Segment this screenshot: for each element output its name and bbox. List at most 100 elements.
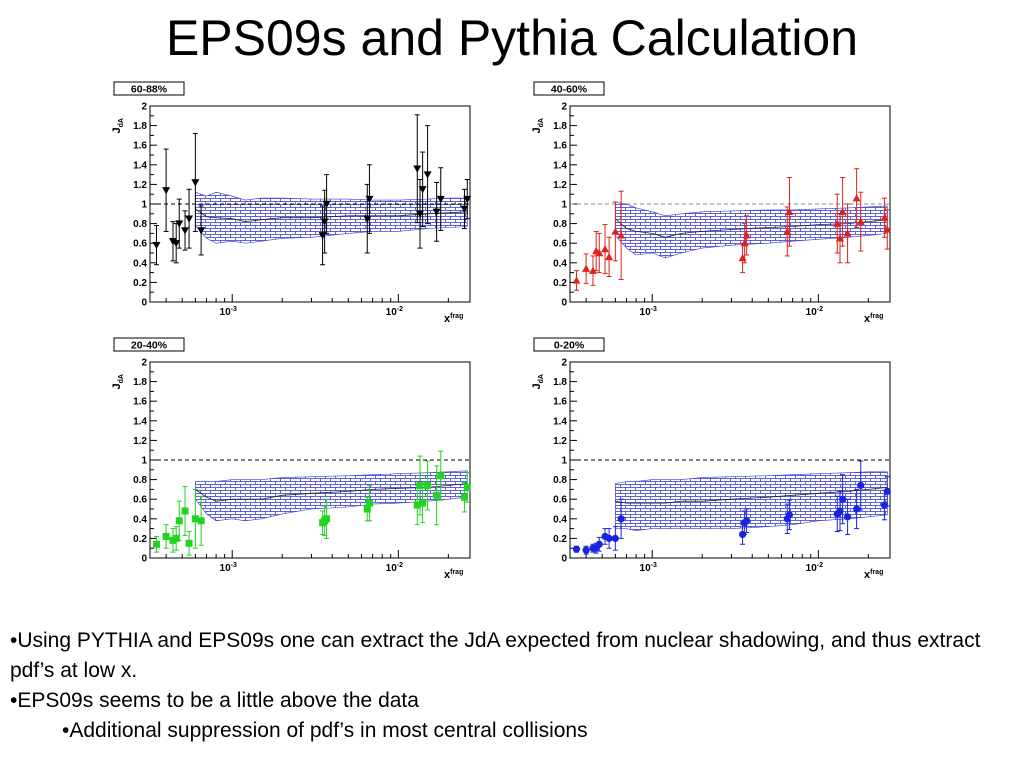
marker	[322, 200, 331, 208]
marker	[785, 511, 794, 519]
data-point	[322, 174, 331, 234]
y-tick-label: 1.4	[553, 416, 567, 427]
y-tick-label: 0.2	[133, 534, 147, 545]
data-point	[738, 242, 747, 274]
marker	[172, 534, 180, 542]
data-point	[181, 485, 189, 536]
marker	[617, 231, 626, 239]
marker	[880, 501, 889, 509]
data-point	[197, 205, 206, 256]
data-point	[617, 498, 625, 539]
marker	[857, 481, 865, 490]
data-point	[191, 132, 200, 232]
data-point	[463, 472, 471, 503]
y-tick-label: 0.6	[133, 495, 147, 506]
centrality-label: 0-20%	[533, 337, 605, 352]
marker	[415, 210, 424, 218]
y-tick-label: 0.4	[133, 258, 147, 269]
marker	[191, 515, 199, 523]
data-point	[185, 188, 194, 249]
marker	[838, 207, 847, 216]
y-tick-label: 0.6	[133, 239, 147, 250]
y-tick-label: 0.2	[133, 278, 147, 289]
y-tick-label: 1.2	[553, 436, 567, 447]
y-tick-label: 1.2	[553, 180, 567, 191]
marker	[605, 534, 613, 542]
marker	[853, 505, 861, 513]
marker	[433, 491, 441, 499]
marker	[843, 513, 852, 521]
marker	[162, 532, 170, 540]
data-point	[572, 270, 581, 291]
marker	[416, 481, 424, 489]
data-point	[175, 198, 184, 249]
y-tick-label: 1.8	[133, 121, 147, 132]
y-tick-label: 0	[141, 298, 147, 309]
marker	[611, 227, 620, 235]
data-point	[852, 168, 861, 229]
x-tick-label: 10-2	[806, 562, 823, 574]
y-tick-label: 0.6	[553, 495, 567, 506]
data-point	[582, 545, 590, 555]
marker	[191, 179, 200, 187]
data-point	[460, 188, 469, 229]
x-tick-label: 10-3	[640, 562, 657, 574]
data-point	[856, 191, 865, 252]
y-tick-label: 1.2	[133, 436, 147, 447]
data-point	[838, 177, 847, 247]
marker	[175, 220, 184, 228]
data-point	[595, 536, 603, 552]
y-tick-label: 0.8	[133, 475, 147, 486]
y-tick-label: 1.2	[133, 180, 147, 191]
marker	[185, 539, 193, 547]
eps09s-band	[615, 471, 888, 531]
data-point	[197, 495, 205, 546]
data-point	[191, 488, 199, 549]
data-point	[415, 179, 424, 249]
data-point	[843, 498, 852, 535]
y-tick-label: 1.8	[553, 121, 567, 132]
marker	[835, 234, 844, 242]
y-tick-label: 2	[141, 358, 147, 369]
marker	[883, 487, 891, 495]
data-point	[611, 526, 619, 551]
marker	[418, 186, 427, 194]
marker	[419, 499, 427, 507]
marker	[197, 227, 206, 235]
y-tick-label: 2	[561, 102, 567, 113]
data-point	[857, 460, 865, 511]
x-axis-title: xfrag	[864, 569, 883, 581]
chart-panel-60-88: 60-88% 0 0.2 0.4 0.6 0.8 1 1.2 1.4 1.6 1.8 2 10-3 10-…	[111, 81, 472, 325]
marker	[743, 517, 751, 525]
y-tick-label: 2	[141, 102, 147, 113]
marker	[152, 241, 161, 250]
chart-panel-0-20: 0-20% 0 0.2 0.4 0.6 0.8 1 1.2 1.4 1.6 1.8 2 10-3 10-2…	[531, 337, 891, 581]
bullet-item: •Using PYTHIA and EPS09s one can extract…	[10, 629, 981, 682]
marker	[175, 517, 183, 525]
y-tick-label: 1.6	[553, 397, 567, 408]
y-tick-label: 1.4	[553, 160, 567, 171]
data-point	[833, 495, 841, 533]
x-tick-label: 10-3	[220, 306, 237, 318]
y-tick-label: 0.2	[553, 534, 567, 545]
y-tick-label: 1.6	[133, 141, 147, 152]
y-tick-label: 0.6	[553, 239, 567, 250]
marker	[152, 540, 160, 548]
y-tick-label: 1.4	[133, 416, 147, 427]
marker	[785, 207, 794, 216]
marker	[595, 249, 604, 257]
y-tick-label: 0.4	[133, 514, 147, 525]
marker	[601, 245, 610, 253]
data-point	[588, 255, 597, 286]
data-point	[843, 203, 852, 264]
marker	[413, 165, 422, 173]
y-tick-label: 0.4	[553, 258, 567, 269]
y-tick-label: 1.4	[133, 160, 147, 171]
marker	[460, 493, 468, 501]
y-tick-label: 1	[561, 200, 567, 211]
data-point	[365, 484, 373, 522]
chart-panel-40-60: 40-60% 0 0.2 0.4 0.6 0.8 1 1.2 1.4 1.6 1.8 2 10-3 10-…	[531, 81, 892, 325]
y-tick-label: 0.4	[553, 514, 567, 525]
marker	[432, 208, 441, 216]
data-point	[839, 474, 847, 525]
